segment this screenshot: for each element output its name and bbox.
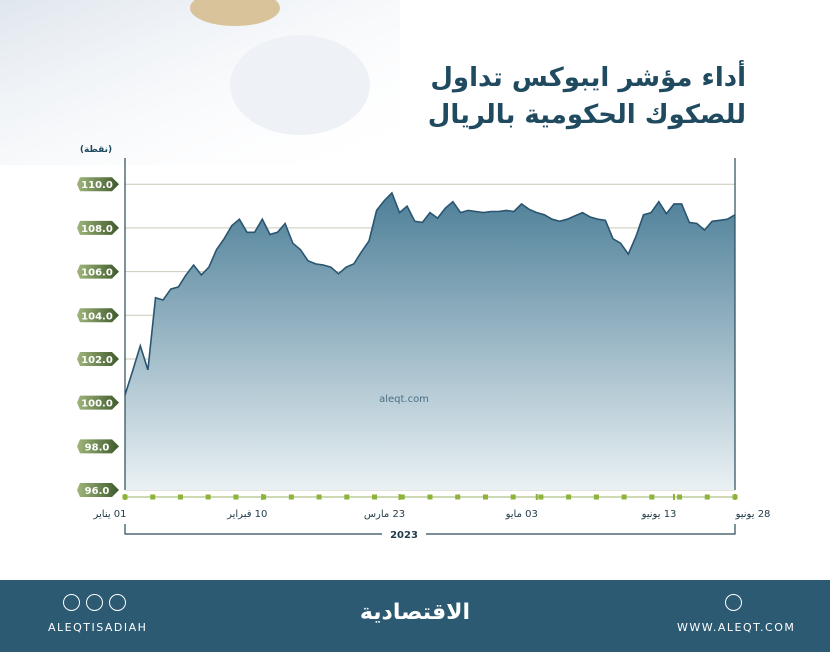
y-tick-pill xyxy=(77,308,119,323)
y-tick-pill xyxy=(77,220,119,235)
x-axis-dot xyxy=(372,494,378,500)
x-axis-dot xyxy=(205,494,211,500)
x-tick-label: 10 فبراير xyxy=(226,509,267,520)
y-tick-label: 106.0 xyxy=(81,268,113,279)
web-icon-wrap xyxy=(725,594,742,611)
y-tick-pill xyxy=(77,439,119,454)
x-tick-label: 28 يونيو xyxy=(735,509,771,520)
x-axis-dot xyxy=(261,494,267,500)
y-tick-label: 100.0 xyxy=(81,399,113,410)
y-tick-label: 102.0 xyxy=(81,355,113,366)
logo: الاقتصادية xyxy=(359,600,471,625)
x-tick-label: 01 يناير xyxy=(92,509,126,520)
x-axis-dot xyxy=(150,494,156,500)
chart: (نقطة) 96.0 98.0 100.0 102.0 104.0 106.0 108.0… xyxy=(0,0,771,541)
y-tick-pill xyxy=(77,395,119,410)
x-axis-dot xyxy=(649,494,655,500)
year-label: 2023 xyxy=(390,530,418,541)
y-tick-pill xyxy=(77,351,119,366)
year-bg xyxy=(382,527,426,541)
footer: ALEQTISADIAH الاقتصادية WWW.ALEQT.COM xyxy=(0,580,830,652)
instagram-icon[interactable] xyxy=(63,594,80,611)
y-tick-label: 96.0 xyxy=(85,486,110,497)
x-axis-dot xyxy=(399,494,405,500)
x-tick-label: 23 مارس xyxy=(364,509,405,520)
x-axis-dot xyxy=(177,494,183,500)
y-tick-pill xyxy=(77,483,119,497)
x-axis-dot xyxy=(538,494,544,500)
social-handle: ALEQTISADIAH xyxy=(48,621,148,634)
x-axis-dot xyxy=(510,494,516,500)
x-axis-dot xyxy=(288,494,294,500)
web-icon[interactable] xyxy=(725,594,742,611)
x-axis-dot xyxy=(566,494,572,500)
y-tick-label: 104.0 xyxy=(81,311,113,322)
x-axis-dot xyxy=(233,494,239,500)
x-tick-label: 03 مايو xyxy=(505,509,538,520)
y-tick-label: 98.0 xyxy=(85,442,110,453)
y-tick-pill xyxy=(77,264,119,279)
social-icons xyxy=(63,594,126,611)
x-axis-dot xyxy=(704,494,710,500)
x-axis-dot xyxy=(621,494,627,500)
twitter-icon[interactable] xyxy=(109,594,126,611)
year-bracket xyxy=(124,524,736,535)
y-tick-label: 108.0 xyxy=(81,224,113,235)
y-tick-pill xyxy=(77,177,119,192)
area xyxy=(125,192,735,490)
x-tick-label: 13 يونيو xyxy=(641,509,677,520)
x-axis-dot xyxy=(593,494,599,500)
x-axis-dot xyxy=(677,494,683,500)
coins-decoration xyxy=(190,0,280,26)
x-axis-dot xyxy=(427,494,433,500)
x-axis-dot xyxy=(316,494,322,500)
line xyxy=(124,191,736,396)
website: WWW.ALEQT.COM xyxy=(677,621,796,634)
facebook-icon[interactable] xyxy=(86,594,103,611)
x-axis-dot xyxy=(482,494,488,500)
watermark: aleqt.com xyxy=(379,394,429,405)
x-axis-dot xyxy=(455,494,461,500)
y-axis-label: (نقطة) xyxy=(80,145,112,155)
y-tick-label: 110.0 xyxy=(81,180,113,191)
globe-decoration xyxy=(230,35,370,135)
chart-title: أداء مؤشر ايبوكس تداول للصكوك الحكومية ب… xyxy=(427,63,746,130)
x-axis-dot xyxy=(344,494,350,500)
